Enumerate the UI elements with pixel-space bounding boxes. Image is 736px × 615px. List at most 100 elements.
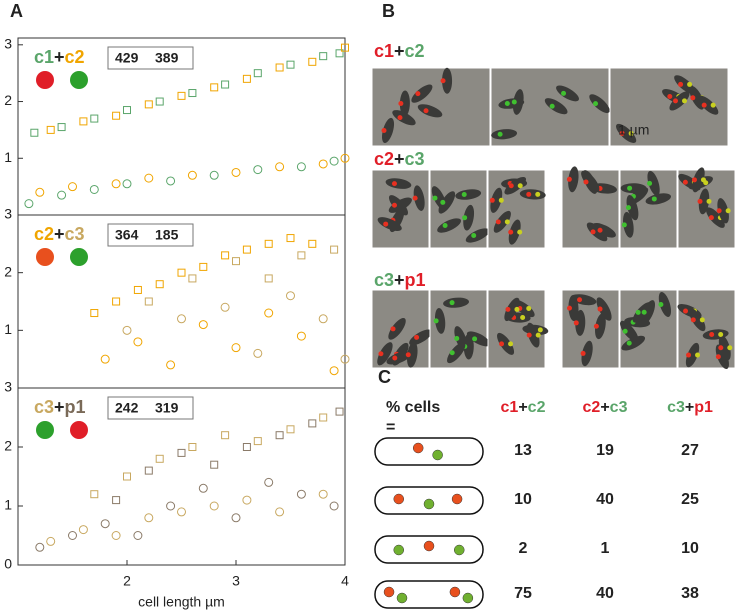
- spot: [718, 331, 724, 337]
- table-value: 25: [681, 491, 699, 508]
- label-part: +: [394, 41, 405, 61]
- label: c1+c2: [501, 399, 546, 416]
- spot: [70, 248, 88, 266]
- spot: [682, 179, 688, 185]
- point: [100, 354, 110, 364]
- cell: [698, 95, 719, 115]
- label: c2+c3: [583, 399, 628, 416]
- cell: [556, 85, 579, 102]
- spot: [687, 81, 693, 87]
- point: [275, 431, 284, 440]
- spot: [635, 309, 641, 315]
- spot: [412, 195, 418, 201]
- point: [335, 407, 344, 416]
- point: [90, 309, 99, 318]
- label-part: c3: [34, 397, 54, 417]
- cell: [386, 351, 412, 365]
- label-part: c2: [374, 149, 394, 169]
- cell: [382, 117, 395, 144]
- y-tick-label: 1: [4, 149, 12, 165]
- spot: [678, 81, 684, 87]
- y-tick-label: 3: [4, 36, 12, 52]
- spot: [393, 493, 405, 505]
- point: [232, 257, 240, 266]
- spot: [508, 341, 514, 347]
- cell: [658, 291, 672, 318]
- point: [330, 245, 339, 254]
- label-part: +: [54, 224, 65, 244]
- cell: [443, 297, 470, 308]
- spot: [718, 345, 724, 351]
- cell: [463, 204, 475, 231]
- spot: [497, 131, 503, 137]
- spot: [535, 191, 541, 197]
- label-part: +: [518, 399, 527, 416]
- spot: [577, 297, 583, 303]
- point: [89, 184, 99, 194]
- cell: [392, 110, 416, 126]
- spot: [423, 108, 429, 114]
- cell: [434, 307, 446, 334]
- panel-letter: C: [378, 367, 391, 387]
- point: [308, 419, 317, 428]
- point: [122, 325, 132, 335]
- spot: [453, 544, 465, 556]
- cell: [582, 170, 598, 194]
- point: [100, 519, 110, 529]
- table-value: 13: [514, 442, 532, 459]
- point: [264, 274, 273, 283]
- point: [133, 531, 143, 540]
- spot: [697, 198, 703, 204]
- spot: [526, 191, 532, 197]
- spot: [683, 308, 689, 314]
- cell: [645, 193, 672, 205]
- spot: [412, 442, 424, 454]
- point: [318, 489, 328, 499]
- point: [68, 531, 77, 540]
- cell: [570, 294, 597, 306]
- point: [68, 182, 77, 192]
- cell: [377, 342, 393, 366]
- cell: [595, 313, 606, 340]
- point: [308, 57, 317, 66]
- spot: [673, 98, 679, 104]
- spot: [70, 421, 88, 439]
- point: [57, 190, 67, 200]
- label: c3+p1: [34, 397, 86, 417]
- point: [221, 80, 230, 89]
- point: [242, 495, 252, 505]
- spot: [535, 332, 541, 338]
- table-header: % cells: [386, 399, 440, 416]
- cell: [698, 188, 710, 215]
- cell: [544, 98, 568, 115]
- spot: [391, 181, 397, 187]
- point: [79, 117, 88, 126]
- point: [221, 431, 230, 440]
- y-tick-label: 2: [4, 438, 12, 454]
- cell: [465, 228, 490, 243]
- cell: [512, 89, 524, 115]
- spot: [593, 101, 599, 107]
- spot: [651, 196, 657, 202]
- spot: [710, 102, 716, 108]
- cell: [669, 91, 690, 111]
- table-value: 10: [681, 540, 699, 557]
- label-part: c3: [667, 399, 685, 416]
- count: 389: [155, 50, 179, 66]
- cell: [519, 189, 546, 200]
- y-tick-label: 1: [4, 321, 12, 337]
- label-part: c2: [34, 224, 54, 244]
- count-box: [107, 46, 194, 70]
- label-part: c2: [583, 399, 601, 416]
- point: [253, 69, 262, 78]
- cell: [647, 170, 660, 196]
- point: [220, 302, 230, 312]
- point: [231, 167, 241, 177]
- point: [210, 460, 219, 469]
- cell: [685, 342, 700, 368]
- point: [319, 413, 328, 422]
- cell: [596, 297, 612, 321]
- point: [209, 170, 219, 180]
- spot: [566, 305, 572, 311]
